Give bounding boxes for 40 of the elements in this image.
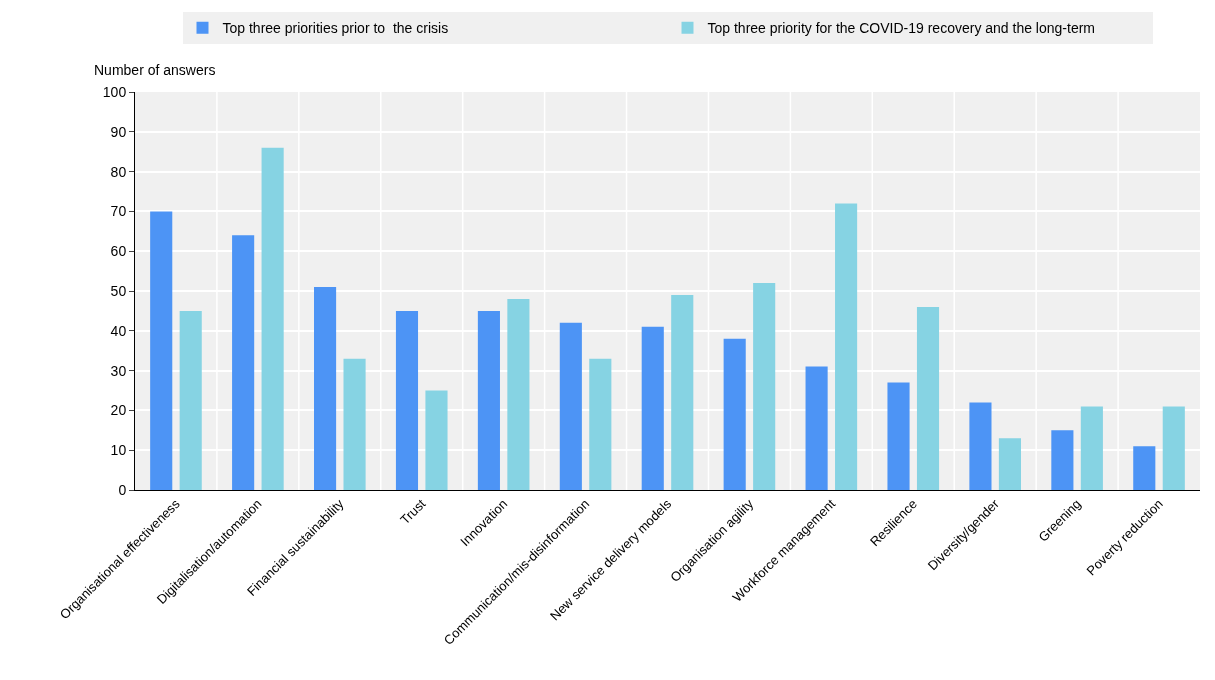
legend-label: Top three priority for the COVID-19 recovery and the long-term [707, 20, 1096, 37]
bar [395, 310, 419, 490]
bar [589, 358, 612, 490]
bar [232, 235, 255, 490]
y-tick-label: 10 [110, 442, 127, 459]
bar [671, 294, 694, 490]
bar [805, 366, 828, 490]
bar [507, 298, 530, 490]
y-tick-label: 100 [102, 83, 127, 100]
bar [559, 322, 582, 490]
y-tick-label: 70 [110, 203, 127, 220]
y-tick-label: 20 [110, 402, 127, 419]
bar [261, 147, 284, 490]
y-tick-label: 0 [118, 481, 127, 498]
y-tick-label: 40 [110, 322, 127, 339]
bar [1051, 430, 1074, 490]
bar [916, 306, 940, 490]
y-tick-label: 50 [110, 282, 127, 299]
y-tick-label: 30 [110, 362, 127, 379]
bar [753, 283, 776, 490]
bar [343, 358, 366, 490]
legend-label: Top three priorities prior to the crisis [222, 20, 449, 37]
bar [1162, 406, 1185, 490]
bar [150, 211, 173, 490]
y-tick-label: 90 [110, 123, 127, 140]
bar [998, 438, 1021, 490]
y-axis-title: Number of answers [94, 62, 216, 78]
bar [887, 382, 910, 490]
bar [314, 287, 337, 490]
bar [1133, 446, 1156, 490]
bar [723, 338, 746, 490]
bar [1080, 406, 1103, 490]
bar [641, 326, 664, 490]
y-tick-label: 60 [110, 243, 127, 260]
bar [969, 402, 992, 490]
bar [835, 203, 858, 490]
bar [425, 390, 448, 490]
bar [179, 310, 202, 490]
y-tick-label: 80 [110, 163, 127, 180]
bar [477, 310, 500, 490]
